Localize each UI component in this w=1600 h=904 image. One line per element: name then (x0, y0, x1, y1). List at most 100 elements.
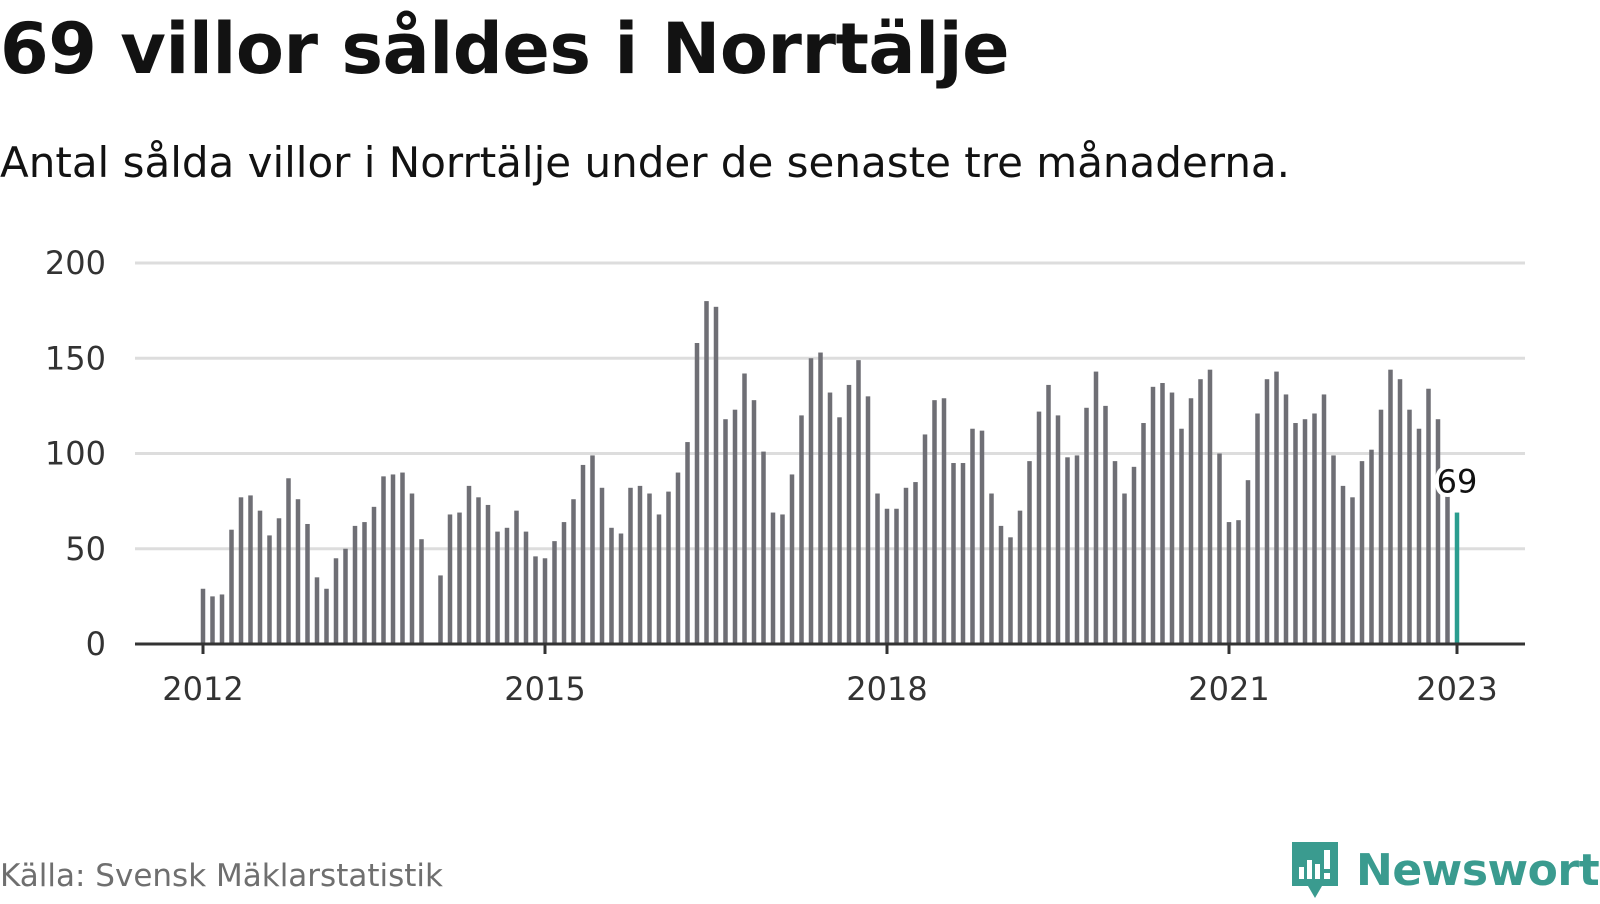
bar (257, 510, 263, 644)
bars (200, 301, 1460, 644)
bar (884, 508, 890, 644)
bar (628, 487, 633, 644)
bar (808, 358, 814, 644)
bar (1169, 392, 1175, 644)
bar (552, 541, 557, 644)
bar (742, 373, 747, 644)
bar (1426, 388, 1431, 644)
chart-title: 69 villor såldes i Norrtälje (0, 8, 1010, 90)
bar (219, 594, 225, 644)
bar (1293, 423, 1298, 644)
y-tick-label: 150 (45, 339, 106, 377)
x-tick-label: 2023 (1416, 670, 1497, 708)
bar (1046, 384, 1051, 644)
bar (723, 419, 728, 644)
bar (504, 527, 510, 644)
bar (865, 396, 871, 644)
bar (1359, 461, 1365, 644)
bar (1226, 522, 1232, 644)
bar (903, 487, 909, 644)
bar (295, 499, 301, 644)
bar (1103, 405, 1108, 644)
bar (561, 522, 567, 644)
bar (580, 464, 586, 644)
bar (932, 400, 937, 644)
y-tick-label: 50 (65, 530, 106, 568)
bar (419, 539, 424, 644)
bar (761, 451, 766, 644)
bar (1283, 394, 1289, 644)
bar (1084, 407, 1089, 644)
bar (1312, 413, 1317, 644)
bar (875, 493, 880, 644)
bar (1141, 423, 1146, 644)
bar (637, 485, 643, 644)
bar (267, 535, 272, 644)
bar (1055, 415, 1061, 644)
x-tick-label: 2021 (1188, 670, 1269, 708)
bar (447, 514, 453, 644)
bar (1435, 419, 1441, 644)
bar (324, 588, 329, 644)
bar (647, 493, 652, 644)
bar (780, 514, 785, 644)
bar (704, 301, 709, 644)
bar (1122, 493, 1127, 644)
brand-name: Newsworthy (1356, 844, 1600, 896)
bar (894, 508, 899, 644)
bar (314, 577, 320, 644)
bar (1321, 394, 1327, 644)
bar (694, 343, 700, 644)
bar (371, 506, 377, 644)
bar (1160, 383, 1165, 644)
bar (609, 527, 614, 644)
bar (1131, 466, 1137, 644)
bar (1302, 419, 1308, 644)
bar (352, 525, 358, 644)
bar (1245, 480, 1251, 644)
bar (1416, 428, 1422, 644)
bar (789, 474, 795, 644)
bar (1340, 485, 1346, 644)
bar (1255, 413, 1260, 644)
bar (970, 428, 975, 644)
y-tick-label: 0 (86, 625, 106, 663)
brand-logo[interactable]: Newsworthy (1290, 840, 1600, 900)
bar (656, 514, 662, 644)
source-note: Källa: Svensk Mäklarstatistik (0, 858, 443, 894)
bar (381, 476, 386, 644)
bar (590, 455, 595, 644)
bar (675, 472, 681, 644)
bar (1388, 369, 1393, 644)
bar (1179, 428, 1184, 644)
bar (200, 588, 206, 644)
bar (438, 575, 443, 644)
newsworthy-logo-icon (1290, 840, 1340, 900)
bar (846, 384, 852, 644)
bar (951, 463, 956, 644)
highlight-bar (1454, 512, 1460, 644)
bar (1074, 455, 1080, 644)
bar (732, 409, 738, 644)
bar (1198, 379, 1203, 644)
bar (1274, 371, 1279, 644)
bar (476, 497, 481, 644)
bar (210, 596, 215, 644)
bar (1264, 379, 1270, 644)
bar (913, 482, 918, 644)
x-tick-label: 2015 (504, 670, 585, 708)
bar (1207, 369, 1213, 644)
bar (1378, 409, 1384, 644)
bar (1445, 495, 1450, 644)
bar (1350, 497, 1355, 644)
bar (856, 360, 861, 644)
bar (286, 478, 291, 644)
data-label-halo: 69 (1437, 463, 1478, 501)
bar (818, 352, 823, 644)
bar (248, 495, 253, 644)
bar (1112, 461, 1118, 644)
bar (751, 400, 757, 644)
bar (495, 531, 500, 644)
